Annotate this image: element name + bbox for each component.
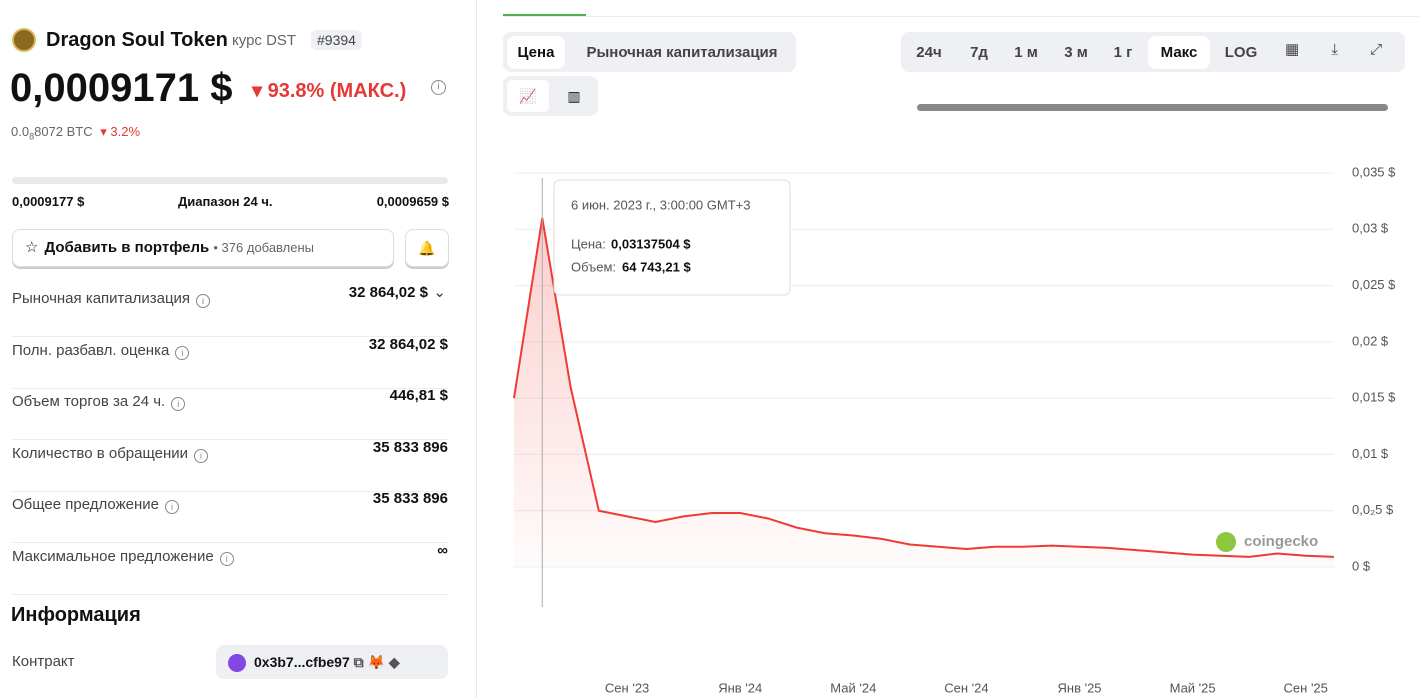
tooltip-price: 0,03137504 $ <box>611 236 691 251</box>
watermark: coingecko <box>1244 533 1318 550</box>
change: 93.8% (МАКС.) <box>267 80 407 102</box>
contract[interactable]: 0x3b7...cfbe97 ⧉ 🦊 ◆ <box>216 645 448 679</box>
stat-row: Рыночная капитализация i 32 864,02 $ ⌄ <box>12 285 448 337</box>
contract-label: Контракт <box>12 653 75 670</box>
tab-border <box>503 16 1419 17</box>
tab[interactable]: Рыночная капитализация <box>586 44 778 61</box>
x-tick-label: Май '25 <box>1170 680 1216 695</box>
alert-button[interactable]: 🔔 <box>405 229 449 267</box>
chart: 0 $ 0,0₂5 $ 0,01 $ 0,015 $ 0,02 $ 0,025 $ 0,03… <box>513 164 1396 695</box>
tooltip-price-label: Цена: <box>571 236 606 251</box>
y-tick-label: 0,03 $ <box>1352 221 1389 236</box>
info-icon: i <box>196 294 211 308</box>
range-label: Диапазон 24 ч. <box>178 194 273 209</box>
area <box>514 218 1334 567</box>
portfolio-button[interactable]: ☆ Добавить в портфель • 376 добавлены <box>12 229 394 267</box>
stat-label: Рыночная капитализация <box>12 290 191 307</box>
y-tick-label: 0,01 $ <box>1352 446 1389 461</box>
info-icon: i <box>171 397 186 412</box>
tooltip-volume-label: Объем: <box>571 259 616 274</box>
info-icon: i <box>219 552 234 566</box>
stat-value: 32 864,02 $ <box>368 335 448 353</box>
range-button[interactable]: 24ч <box>916 44 942 61</box>
y-tick-label: 0,02 $ <box>1352 333 1389 348</box>
range-bar <box>12 177 448 184</box>
range-button[interactable]: Макс <box>1148 36 1210 69</box>
range-button[interactable]: 1 м <box>1014 44 1038 61</box>
stat-label: Максимальное предложение <box>12 548 214 565</box>
x-tick-label: Сен '24 <box>944 680 988 695</box>
info-icon: i <box>175 345 190 360</box>
btc-change: ▾ 3.2% <box>100 124 141 139</box>
tooltip-date: 6 июн. 2023 г., 3:00:00 GMT+3 <box>571 197 750 212</box>
coin-icon <box>12 28 36 52</box>
price-change: ▾ 93.8% (МАКС.) <box>252 80 407 102</box>
stat-value: 35 833 896 <box>372 490 448 508</box>
scrollbar <box>905 103 1400 111</box>
stat-label: Количество в обращении <box>12 444 189 462</box>
range-button[interactable]: 3 м <box>1064 44 1088 61</box>
btc-sub: 8 <box>29 131 35 142</box>
watermark-logo <box>1216 532 1236 552</box>
btc-price: 0.088072 BTC ▾ 3.2% <box>11 124 140 142</box>
stat-label: Полн. разбавл. оценка <box>12 341 170 359</box>
stat-label: Общее предложение <box>12 496 159 514</box>
x-tick-label: Май '24 <box>830 680 876 695</box>
x-tick-label: Сен '23 <box>605 680 649 695</box>
info-icon: i <box>165 500 179 515</box>
x-tick-label: Янв '25 <box>1058 680 1102 695</box>
candle-chart-button[interactable]: ▥ <box>567 88 581 104</box>
price: 0,0009171 $ <box>10 66 233 110</box>
stat-row: Объем торгов за 24 ч. i 446,81 $ <box>12 387 448 441</box>
tooltip-volume: 64 743,21 $ <box>622 259 691 274</box>
rank: #9394 <box>311 30 362 50</box>
btc: 0.0 <box>11 124 30 139</box>
y-tick-label: 0,015 $ <box>1352 390 1396 405</box>
tab-underline <box>503 14 586 17</box>
info-title: Информация <box>11 604 141 626</box>
y-tick-label: 0,035 $ <box>1352 164 1396 179</box>
stat-row: Полн. разбавл. оценка i 32 864,02 $ <box>12 337 448 389</box>
y-tick-label: 0,025 $ <box>1352 277 1396 292</box>
stat-value: ∞ <box>437 542 448 559</box>
btc-change-value: 3.2% <box>110 124 141 139</box>
btc-rest: 8072 BTC <box>34 124 93 139</box>
range-high: 0,0009659 $ <box>376 194 449 209</box>
range-button[interactable]: LOG <box>1224 44 1258 61</box>
divider <box>476 0 477 698</box>
coin-symbol: курс DST <box>232 32 297 49</box>
tooltip-box <box>553 179 791 296</box>
portfolio-label: Добавить в портфель <box>44 239 210 256</box>
stat-row: Общее предложение i 35 833 896 <box>12 490 448 544</box>
line-chart-button[interactable]: 📈 <box>507 80 549 112</box>
info-icon: i <box>431 80 446 95</box>
tab[interactable]: Цена <box>507 36 565 69</box>
y-tick-label: 0 $ <box>1352 558 1371 573</box>
chart-tools[interactable]: ▦ ⤓ ⤢ <box>1285 41 1383 58</box>
stat-value: 35 833 896 <box>372 438 448 456</box>
coin-name: Dragon Soul Token <box>46 29 228 51</box>
portfolio-count: • 376 добавлены <box>213 240 314 255</box>
x-tick-label: Сен '25 <box>1284 680 1328 695</box>
stat-label: Объем торгов за 24 ч. <box>12 393 166 411</box>
range-button[interactable]: 1 г <box>1113 44 1133 61</box>
stat-row: Количество в обращении i 35 833 896 <box>12 440 448 492</box>
line <box>513 217 1335 558</box>
range-low: 0,0009177 $ <box>12 194 85 209</box>
stat-row: Максимальное предложение i ∞ <box>12 543 448 595</box>
stat-value: 32 864,02 $ <box>348 284 428 301</box>
chevron: ⌄ <box>433 284 446 301</box>
y-tick-label: 0,0₂5 $ <box>1352 502 1394 517</box>
range-button[interactable]: 7д <box>970 44 988 61</box>
stat-value: 446,81 $ <box>389 387 448 405</box>
info-icon: i <box>194 448 209 463</box>
x-tick-label: Янв '24 <box>718 680 762 695</box>
contract-address: 0x3b7...cfbe97 <box>254 654 350 670</box>
